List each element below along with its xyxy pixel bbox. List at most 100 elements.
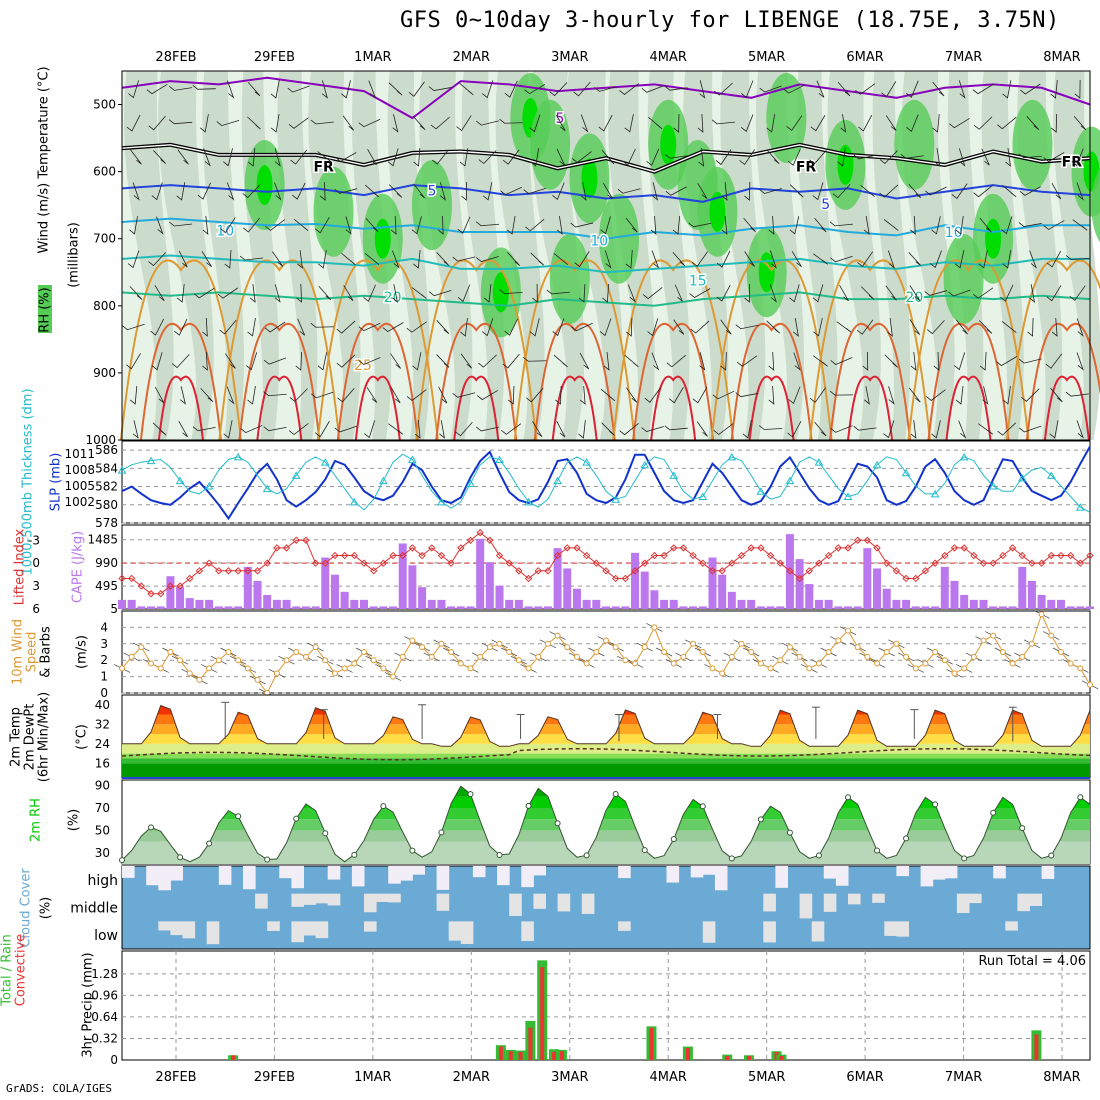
wind-barb	[226, 80, 235, 99]
cloud-gap	[400, 866, 413, 881]
temp-contour-warm-0	[218, 259, 341, 441]
cape-bar	[1076, 606, 1085, 609]
wind-barb	[178, 250, 188, 268]
wind-barb	[436, 320, 450, 334]
li-marker	[292, 536, 300, 544]
wind-barb	[1072, 219, 1088, 231]
cape-bar	[350, 599, 359, 609]
wind-barb	[199, 114, 209, 133]
temp-contour-warm-2	[847, 375, 894, 441]
wind-barb	[997, 116, 1017, 130]
slp-marker	[320, 458, 330, 466]
wind-barb	[263, 357, 287, 365]
wind-barb	[646, 148, 660, 166]
li-marker	[563, 544, 571, 552]
run-total-annotation: Run Total = 4.06	[978, 954, 1086, 969]
wind-barb	[713, 423, 734, 435]
cloud-gap	[243, 866, 256, 890]
top-date-label-29FEB: 29FEB	[254, 50, 295, 65]
temp-contour-warm-2	[453, 375, 500, 441]
cape-bar	[427, 599, 436, 609]
wind-barb	[769, 284, 777, 303]
wind-barb	[1050, 113, 1057, 133]
wind-barb	[641, 85, 664, 93]
cape-bar	[360, 599, 368, 609]
wind-marker	[1019, 653, 1026, 660]
wind-frame	[121, 610, 1091, 694]
contour-label-6: 10	[216, 224, 234, 240]
wind-barb	[438, 386, 448, 404]
wind-marker	[467, 665, 474, 672]
wind-barb	[203, 148, 211, 167]
cloud-gap	[412, 866, 425, 875]
wind-marker	[312, 644, 319, 651]
wind-barb	[439, 182, 446, 201]
cape-bar	[137, 606, 146, 609]
rh-very-high-cell	[837, 144, 854, 185]
wind-marker	[622, 657, 629, 664]
rh-marker	[496, 851, 503, 858]
cape-bar	[272, 599, 281, 609]
slp-tick-1011: 1011	[64, 447, 95, 461]
wind-barb	[413, 250, 421, 269]
wind-barb	[739, 149, 755, 166]
wind-marker	[874, 660, 881, 667]
wind-barb	[341, 252, 356, 266]
rh-high-cell	[766, 72, 807, 163]
li-marker	[205, 559, 213, 567]
wind-barb	[263, 391, 287, 397]
temp-contour-warm-2	[650, 375, 697, 441]
wind-barb	[600, 216, 611, 235]
wind-barb	[696, 421, 708, 437]
cloud-gap	[896, 866, 909, 877]
wind-barb	[363, 284, 376, 302]
wind-barb	[392, 114, 399, 133]
wind-barb	[625, 249, 633, 269]
cape-bar	[1008, 606, 1017, 609]
wind-marker	[573, 653, 580, 660]
cloud-gap	[291, 866, 304, 889]
bottom-date-label-4MAR: 4MAR	[650, 1070, 687, 1085]
wind-barb	[482, 318, 494, 337]
wind-barb	[310, 322, 334, 328]
wind-barb	[343, 285, 354, 301]
wind-barb	[697, 183, 708, 200]
freezing-level-line	[121, 144, 1091, 173]
wind-marker	[1067, 660, 1074, 667]
wind-barb	[973, 116, 993, 130]
cloud-gap	[884, 921, 897, 936]
wind-barb	[768, 385, 775, 405]
rh-marker	[322, 830, 329, 837]
wind-barb	[437, 215, 444, 235]
wind-marker	[903, 653, 910, 660]
cape-bar	[1047, 599, 1056, 609]
bottom-date-label-8MAR: 8MAR	[1043, 1070, 1080, 1085]
wind-barb	[740, 80, 754, 98]
li-marker	[350, 551, 359, 560]
wind-barb	[216, 120, 240, 127]
cloud-gap	[351, 866, 365, 887]
slp-marker	[959, 452, 969, 461]
wind-marker	[951, 670, 958, 677]
wind-barb	[1071, 148, 1084, 167]
wind-barb	[641, 426, 664, 432]
wind-barb	[274, 284, 281, 303]
wind-barb	[1029, 250, 1037, 269]
wind-barb	[926, 389, 946, 401]
cape-ylabel: CAPE (J/kg)	[71, 531, 86, 603]
wind-barb	[578, 283, 586, 303]
cloud-gap	[218, 866, 232, 885]
upper-air-ylabel-line-0: Wind (m/s) Temperature (°C)	[37, 66, 52, 253]
rh-marker	[293, 815, 300, 822]
rh-band	[122, 830, 1090, 842]
li-marker	[912, 574, 920, 583]
wind-barb	[174, 318, 188, 336]
wind-barb	[530, 252, 545, 266]
wind-barb	[456, 115, 472, 132]
wind-barb	[436, 354, 450, 368]
cape-bar	[118, 599, 126, 609]
wind-barb	[716, 250, 731, 268]
wind-barb	[809, 387, 826, 403]
cape-bar	[766, 606, 775, 609]
